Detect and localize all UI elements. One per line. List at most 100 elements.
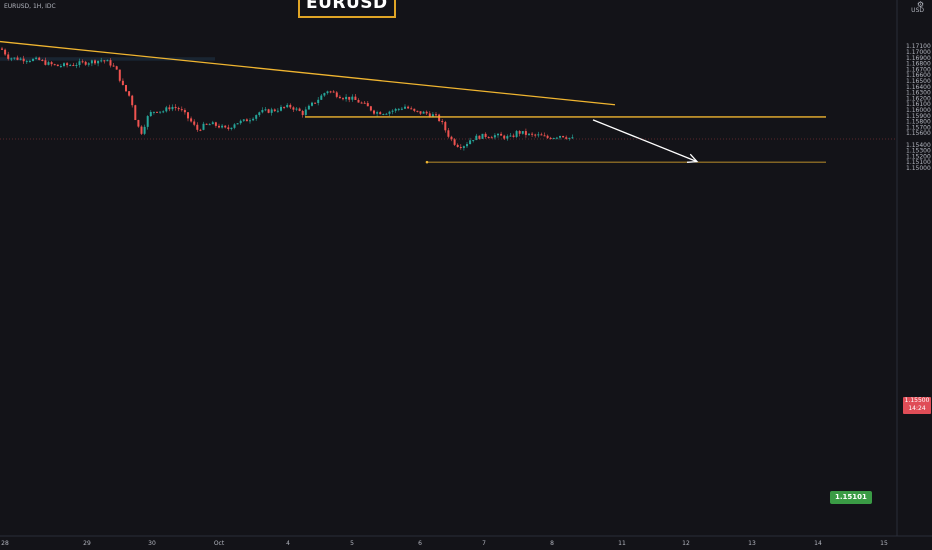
price-axis[interactable]: 1.171001.170001.169001.168001.167001.166… (906, 43, 931, 172)
candle-body (512, 135, 515, 137)
current-price-badge: 1.15500 14:24 (903, 397, 931, 414)
arrow-head-icon (686, 153, 699, 163)
candle-body (81, 61, 84, 63)
candle-body (106, 60, 109, 62)
y-tick-label: 1.15700 (906, 124, 931, 131)
x-tick-label: 13 (748, 540, 756, 547)
x-tick-label: Oct (214, 540, 225, 547)
candle-body (233, 124, 236, 128)
candle-body (255, 115, 258, 119)
candle-body (311, 102, 313, 106)
candle-body (239, 120, 242, 124)
candle-body (190, 118, 193, 122)
candle-body (53, 64, 56, 66)
y-tick-label: 1.16900 (906, 55, 931, 62)
candle-body (171, 106, 174, 110)
candle-body (314, 102, 317, 104)
candle-body (518, 131, 521, 134)
candle-body (32, 58, 34, 61)
current-price-value: 1.15500 (904, 397, 930, 404)
x-tick-label: 7 (482, 540, 486, 547)
y-tick-label: 1.15900 (906, 113, 931, 120)
y-tick-label: 1.17000 (906, 49, 931, 56)
candle-body (549, 137, 552, 139)
candle-body (484, 133, 487, 137)
candle-body (444, 122, 447, 131)
candle-body (84, 61, 87, 65)
candle-body (537, 134, 540, 136)
time-axis[interactable]: 28 29 30 Oct 4 5 6 7 8 11 12 13 14 15 (1, 540, 888, 547)
candle-body (137, 120, 140, 127)
candle-body (568, 137, 571, 139)
candle-body (270, 109, 273, 113)
candle-body (78, 61, 81, 65)
candle-body (555, 137, 558, 139)
candle-body (69, 65, 72, 67)
candle-body (456, 144, 459, 147)
candle-body (50, 62, 53, 65)
projection-arrow-line[interactable] (592, 119, 698, 163)
candle-body (385, 113, 388, 115)
candle-body (394, 108, 397, 111)
candle-body (410, 108, 413, 110)
candle-body (400, 108, 403, 110)
candle-body (531, 133, 534, 135)
candle-body (307, 105, 310, 110)
candle-body (162, 111, 165, 113)
x-tick-label: 12 (682, 540, 690, 547)
candle-body (431, 114, 434, 117)
candle-body (472, 140, 475, 142)
candle-body (317, 99, 320, 103)
y-tick-label: 1.15300 (906, 148, 931, 155)
candle-body (351, 96, 354, 100)
candle-body (59, 66, 62, 68)
candle-body (438, 114, 441, 122)
candle-body (540, 134, 543, 136)
target-anchor-dot[interactable] (425, 160, 429, 164)
candle-body (298, 108, 301, 111)
candle-body (453, 139, 456, 145)
drawings-layer (0, 40, 826, 164)
x-tick-label: 28 (1, 540, 9, 547)
candle-body (258, 112, 261, 116)
settings-gear-icon[interactable]: ⚙ (916, 0, 924, 9)
candle-body (280, 106, 282, 111)
candle-body (97, 60, 100, 64)
candle-body (28, 60, 31, 62)
candle-body (264, 109, 267, 111)
candle-body (152, 111, 155, 113)
candle-body (218, 125, 220, 128)
x-tick-label: 5 (350, 540, 354, 547)
candle-body (450, 136, 453, 140)
candle-body (304, 109, 307, 115)
candle-body (345, 96, 348, 100)
candle-body (183, 110, 186, 113)
candle-body (503, 135, 506, 139)
y-tick-label: 1.15000 (906, 165, 931, 172)
candle-body (534, 134, 537, 136)
candle-body (134, 105, 137, 121)
candle-body (224, 125, 227, 128)
candle-body (168, 107, 171, 110)
candle-body (565, 137, 568, 139)
candle-body (202, 123, 205, 130)
candle-body (320, 95, 323, 100)
candle-body (177, 108, 180, 110)
candle-body (47, 62, 50, 65)
candle-body (422, 111, 425, 114)
candle-body (267, 109, 270, 113)
trendline-line[interactable] (0, 40, 616, 106)
y-tick-label: 1.16200 (906, 95, 931, 102)
candle-body (44, 60, 47, 65)
candle-body (249, 120, 251, 122)
candle-body (146, 116, 149, 127)
candle-body (407, 106, 410, 109)
candle-body (245, 119, 248, 122)
candle-body (41, 59, 44, 61)
candle-body (118, 69, 121, 81)
candle-body (94, 60, 96, 64)
candle-body (469, 140, 472, 145)
candle-body (357, 99, 360, 103)
candle-body (459, 146, 462, 148)
